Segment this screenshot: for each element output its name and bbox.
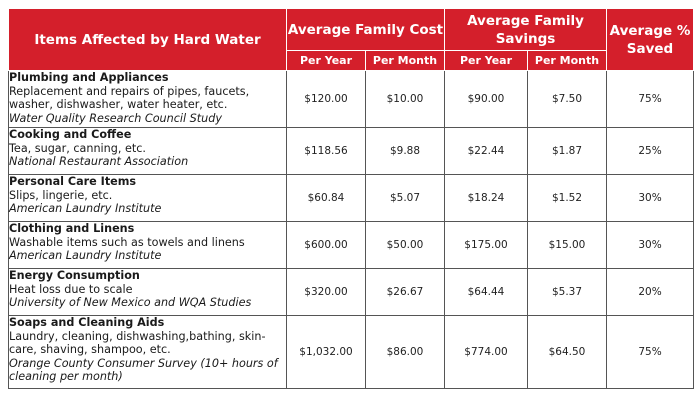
cost-per-month: $5.07	[365, 174, 445, 222]
savings-per-month: $7.50	[527, 70, 607, 128]
item-title: Plumbing and Appliances	[9, 71, 169, 84]
item-description: Tea, sugar, canning, etc.	[9, 141, 146, 155]
cost-per-month: $10.00	[365, 70, 445, 128]
cost-per-year: $1,032.00	[286, 315, 366, 389]
item-title: Soaps and Cleaning Aids	[9, 316, 165, 329]
header-cost-per-month: Per Month	[365, 50, 445, 71]
item-cell: Clothing and Linens Washable items such …	[8, 221, 287, 269]
cost-per-year: $118.56	[286, 127, 366, 175]
cost-per-month: $9.88	[365, 127, 445, 175]
table-row: Clothing and Linens Washable items such …	[8, 221, 694, 269]
header-avg-saved: Average % Saved	[606, 8, 694, 71]
table-row: Energy Consumption Heat loss due to scal…	[8, 268, 694, 316]
item-description: Slips, lingerie, etc.	[9, 188, 113, 202]
item-title: Clothing and Linens	[9, 222, 135, 235]
savings-per-month: $5.37	[527, 268, 607, 316]
savings-per-year: $175.00	[444, 221, 528, 269]
percent-saved: 30%	[606, 221, 694, 269]
cost-per-month: $86.00	[365, 315, 445, 389]
item-cell: Soaps and Cleaning Aids Laundry, cleanin…	[8, 315, 287, 389]
savings-per-year: $18.24	[444, 174, 528, 222]
header-items: Items Affected by Hard Water	[8, 8, 287, 71]
percent-saved: 20%	[606, 268, 694, 316]
header-cost-per-year: Per Year	[286, 50, 366, 71]
item-description: Washable items such as towels and linens	[9, 235, 245, 249]
header-savings-group: Average Family Savings	[444, 8, 607, 51]
cost-per-year: $600.00	[286, 221, 366, 269]
savings-per-month: $1.52	[527, 174, 607, 222]
savings-per-month: $64.50	[527, 315, 607, 389]
savings-per-year: $64.44	[444, 268, 528, 316]
item-description: Replacement and repairs of pipes, faucet…	[9, 84, 250, 112]
percent-saved: 30%	[606, 174, 694, 222]
savings-per-year: $90.00	[444, 70, 528, 128]
savings-per-year: $22.44	[444, 127, 528, 175]
percent-saved: 25%	[606, 127, 694, 175]
cost-per-month: $50.00	[365, 221, 445, 269]
item-cell: Cooking and Coffee Tea, sugar, canning, …	[8, 127, 287, 175]
item-source: Water Quality Research Council Study	[9, 111, 222, 125]
table-row: Soaps and Cleaning Aids Laundry, cleanin…	[8, 315, 694, 389]
cost-per-year: $320.00	[286, 268, 366, 316]
savings-per-month: $1.87	[527, 127, 607, 175]
cost-per-month: $26.67	[365, 268, 445, 316]
table-row: Plumbing and Appliances Replacement and …	[8, 70, 694, 128]
percent-saved: 75%	[606, 315, 694, 389]
savings-per-year: $774.00	[444, 315, 528, 389]
header-savings-per-year: Per Year	[444, 50, 528, 71]
item-cell: Plumbing and Appliances Replacement and …	[8, 70, 287, 128]
item-source: American Laundry Institute	[9, 202, 162, 216]
item-source: University of New Mexico and WQA Studies	[9, 296, 252, 310]
item-cell: Energy Consumption Heat loss due to scal…	[8, 268, 287, 316]
item-title: Personal Care Items	[9, 175, 137, 188]
table-row: Personal Care Items Slips, lingerie, etc…	[8, 174, 694, 222]
item-title: Energy Consumption	[9, 269, 140, 282]
cost-per-year: $120.00	[286, 70, 366, 128]
cost-per-year: $60.84	[286, 174, 366, 222]
item-source: Orange County Consumer Survey (10+ hours…	[9, 356, 278, 384]
header-savings-per-month: Per Month	[527, 50, 607, 71]
item-description: Heat loss due to scale	[9, 282, 133, 296]
item-cell: Personal Care Items Slips, lingerie, etc…	[8, 174, 287, 222]
header-cost-group: Average Family Cost	[286, 8, 445, 51]
percent-saved: 75%	[606, 70, 694, 128]
item-source: National Restaurant Association	[9, 155, 189, 169]
table-row: Cooking and Coffee Tea, sugar, canning, …	[8, 127, 694, 175]
savings-per-month: $15.00	[527, 221, 607, 269]
item-source: American Laundry Institute	[9, 249, 162, 263]
item-title: Cooking and Coffee	[9, 128, 132, 141]
hard-water-table: Items Affected by Hard Water Average Fam…	[8, 8, 694, 389]
item-description: Laundry, cleaning, dishwashing,bathing, …	[9, 329, 266, 357]
